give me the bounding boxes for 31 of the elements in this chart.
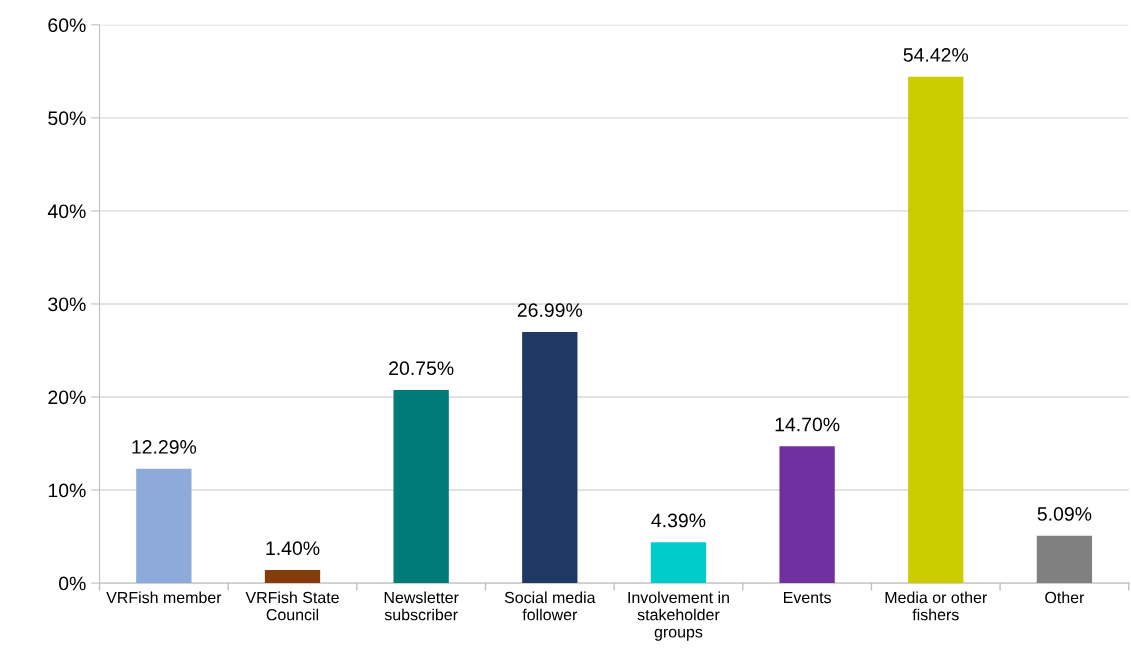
bar: [908, 76, 964, 584]
x-tick-label: Social media follower: [504, 591, 596, 621]
bar: [1036, 535, 1093, 584]
x-tick-label: Events: [784, 592, 831, 604]
bar: [522, 331, 578, 584]
bar: [650, 542, 707, 584]
data-label: 5.09%: [1037, 507, 1092, 521]
data-label: 54.42%: [903, 48, 969, 62]
data-label: 1.40%: [266, 541, 320, 556]
bar: [393, 390, 449, 584]
bar: [779, 446, 835, 584]
y-tick-label: 0%: [58, 576, 86, 591]
data-label: 12.29%: [132, 440, 197, 454]
y-tick-label: 60%: [48, 18, 86, 33]
x-tick-label: Other: [1045, 591, 1085, 604]
x-tick-label: Media or other fishers: [885, 591, 987, 621]
x-tick-label: Involvement in stakeholder groups: [628, 591, 729, 641]
y-tick-label: 40%: [47, 204, 86, 219]
x-tick-label: Newsletter subscriber: [384, 591, 459, 621]
data-label: 20.75%: [389, 361, 454, 376]
x-tick-label: VRFish member: [106, 591, 222, 604]
y-tick-label: 10%: [48, 483, 86, 498]
y-tick-label: 20%: [48, 390, 86, 405]
y-tick-label: 30%: [48, 297, 86, 312]
x-tick-label: VRFish State Council: [245, 591, 339, 621]
data-label: 26.99%: [517, 303, 583, 318]
bar: [264, 570, 321, 584]
y-tick-label: 50%: [48, 111, 86, 126]
data-label: 14.70%: [775, 417, 840, 432]
bar: [136, 468, 192, 584]
data-label: 4.39%: [651, 513, 706, 528]
